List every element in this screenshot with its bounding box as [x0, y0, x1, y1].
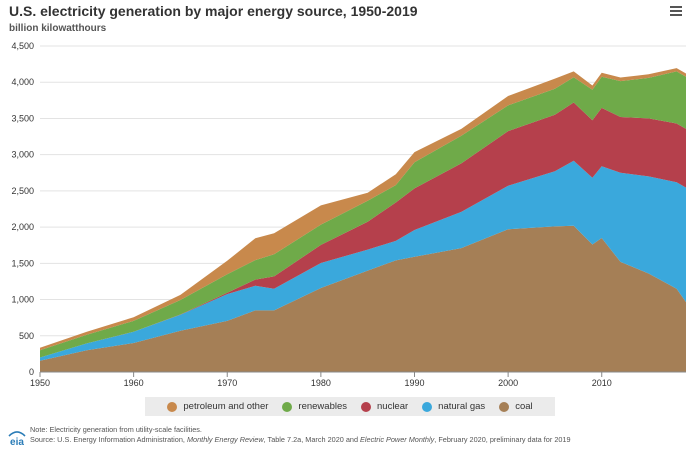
legend: petroleum and other renewables nuclear n…: [145, 397, 555, 416]
legend-label-petroleum: petroleum and other: [183, 401, 269, 412]
legend-dot-nuclear: [361, 401, 371, 412]
source-publication-2: Electric Power Monthly: [360, 435, 435, 444]
x-tick-label: 1950: [30, 378, 50, 388]
area-renewables[interactable]: [40, 71, 686, 358]
y-tick-label: 3,000: [11, 150, 34, 160]
axes: 0 500 1,000 1,500 2,000 2,500 3,000 3,500 4,000 4…: [11, 41, 686, 388]
source-prefix: Source: U.S. Energy Information Administ…: [30, 435, 187, 444]
y-tick-label: 1,000: [11, 295, 34, 305]
x-tick-label: 2010: [592, 378, 612, 388]
unit-label: billion kilowatthours: [9, 23, 107, 34]
x-tick-label: 1990: [404, 378, 424, 388]
x-tick-label: 2000: [498, 378, 518, 388]
note-text: Note: Electricity generation from utilit…: [30, 425, 202, 434]
legend-item-nuclear[interactable]: nuclear: [361, 401, 408, 412]
legend-label-natural-gas: natural gas: [438, 401, 486, 412]
source-suffix: , February 2020, preliminary data for 20…: [434, 435, 571, 444]
legend-item-renewables[interactable]: renewables: [282, 401, 347, 412]
legend-label-coal: coal: [515, 401, 533, 412]
area-petroleum-and-other[interactable]: [40, 68, 686, 351]
notes: Note: Electricity generation from utilit…: [30, 425, 571, 445]
y-tick-label: 1,500: [11, 258, 34, 268]
area-nuclear[interactable]: [40, 102, 686, 358]
area-chart: 0 500 1,000 1,500 2,000 2,500 3,000 3,500 4,000 4…: [11, 41, 686, 388]
legend-item-petroleum[interactable]: petroleum and other: [167, 401, 268, 412]
x-tick-label: 1980: [311, 378, 331, 388]
legend-item-natural-gas[interactable]: natural gas: [422, 401, 485, 412]
menu-icon[interactable]: [670, 6, 682, 18]
legend-item-coal[interactable]: coal: [499, 401, 533, 412]
legend-label-nuclear: nuclear: [377, 401, 409, 412]
x-tick-label: 1960: [124, 378, 144, 388]
y-tick-label: 500: [19, 331, 34, 341]
y-tick-label: 2,500: [11, 186, 34, 196]
source-middle: , Table 7.2a, March 2020 and: [263, 435, 361, 444]
area-coal[interactable]: [40, 225, 686, 372]
legend-dot-renewables: [282, 401, 293, 412]
y-tick-label: 0: [29, 367, 34, 377]
chart-title: U.S. electricity generation by major ene…: [9, 3, 418, 19]
legend-dot-natural-gas: [422, 401, 433, 412]
legend-dot-petroleum: [167, 401, 178, 412]
y-tick-label: 4,000: [11, 77, 34, 87]
source-publication-1: Monthly Energy Review: [186, 435, 264, 444]
eia-logo-text: eia: [10, 437, 24, 447]
source-text: Source: U.S. Energy Information Administ…: [30, 435, 571, 445]
legend-label-renewables: renewables: [298, 401, 347, 412]
x-tick-label: 1970: [217, 378, 237, 388]
area-series: [40, 68, 686, 372]
y-tick-label: 4,500: [11, 41, 34, 51]
legend-dot-coal: [499, 401, 510, 412]
eia-logo-arc: [8, 431, 26, 437]
y-tick-label: 3,500: [11, 113, 34, 123]
eia-logo: eia: [8, 431, 26, 447]
area-natural-gas[interactable]: [40, 160, 686, 361]
y-tick-label: 2,000: [11, 222, 34, 232]
